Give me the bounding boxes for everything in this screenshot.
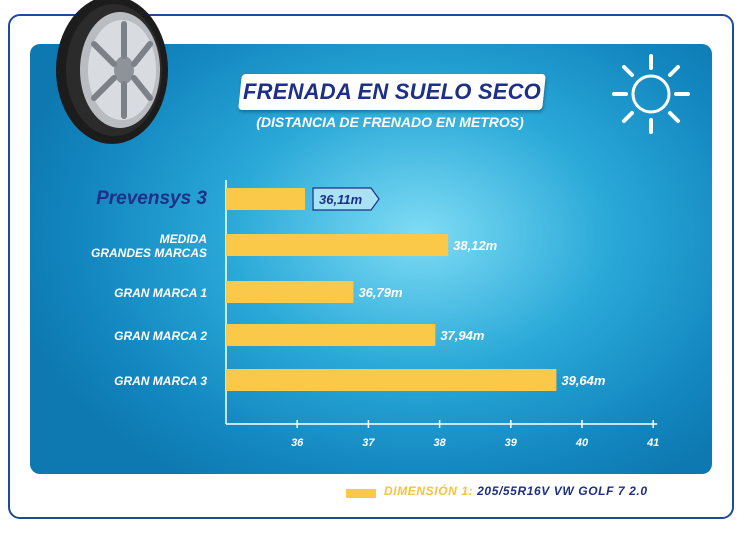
legend-swatch — [346, 489, 376, 498]
data-label: 36,11m — [319, 192, 363, 207]
legend-key: DIMENSIÓN 1: — [384, 484, 474, 498]
category-label: MEDIDA — [160, 232, 207, 246]
bar — [226, 234, 449, 256]
x-tick-label: 39 — [505, 437, 518, 449]
bar — [226, 324, 436, 346]
data-label: 38,12m — [453, 238, 498, 253]
bar — [226, 188, 306, 210]
data-label: 39,64m — [561, 373, 606, 388]
category-label: Prevensys 3 — [96, 188, 207, 209]
data-label-tag — [312, 187, 380, 211]
legend-value: 205/55R16V VW GOLF 7 2.0 — [477, 484, 648, 498]
x-tick-label: 37 — [362, 437, 375, 449]
tire-icon — [56, 0, 168, 144]
category-label: GRAN MARCA 2 — [114, 329, 207, 343]
data-label: 36,79m — [358, 285, 403, 300]
chart-subtitle: (DISTANCIA DE FRENADO EN METROS) — [256, 114, 524, 130]
x-tick-label: 38 — [433, 437, 446, 449]
bar — [226, 369, 557, 391]
chart-title: FRENADA EN SUELO SECO — [243, 79, 541, 104]
category-label: GRAN MARCA 3 — [114, 374, 207, 388]
sun-icon — [612, 54, 690, 134]
x-tick-label: 36 — [291, 437, 304, 449]
legend: DIMENSIÓN 1: 205/55R16V VW GOLF 7 2.0 — [384, 484, 648, 498]
category-label: GRAN MARCA 1 — [114, 286, 207, 300]
x-tick-label: 41 — [646, 437, 659, 449]
x-tick-label: 40 — [575, 437, 589, 449]
bar — [226, 281, 354, 303]
data-label: 37,94m — [440, 328, 485, 343]
category-label: GRANDES MARCAS — [91, 246, 207, 260]
